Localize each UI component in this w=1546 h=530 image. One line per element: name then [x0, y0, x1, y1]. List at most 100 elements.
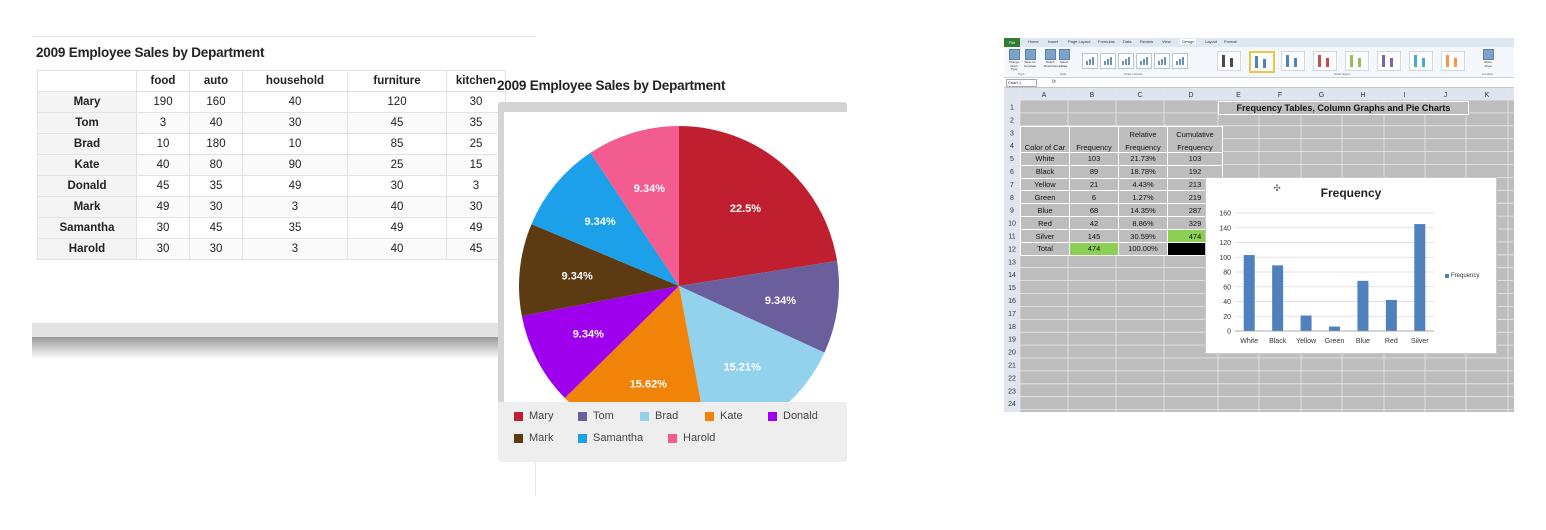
- bar[interactable]: [1385, 300, 1397, 331]
- legend-item-mark[interactable]: Mark: [514, 432, 553, 444]
- tab-formulas[interactable]: Formulas: [1098, 39, 1115, 44]
- column-letter[interactable]: K: [1485, 92, 1490, 99]
- pie-slice-kate[interactable]: [564, 286, 709, 402]
- row-header[interactable]: Mark: [37, 196, 137, 218]
- cell[interactable]: 6: [1069, 190, 1119, 205]
- row-number[interactable]: 9: [1010, 208, 1014, 215]
- cell[interactable]: 4.43%: [1118, 177, 1168, 192]
- cell[interactable]: 68: [1069, 203, 1119, 218]
- cell[interactable]: 103: [1069, 151, 1119, 166]
- sheet-title-cell[interactable]: Frequency Tables, Column Graphs and Pie …: [1218, 101, 1469, 115]
- legend-item-samantha[interactable]: Samantha: [578, 432, 643, 444]
- chart-style-option[interactable]: [1409, 51, 1433, 71]
- move-chart-button[interactable]: Move Chart: [1482, 49, 1494, 68]
- column-letter[interactable]: E: [1236, 92, 1241, 99]
- row-number[interactable]: 18: [1008, 324, 1016, 331]
- table-cell[interactable]: 25: [446, 133, 506, 155]
- row-number[interactable]: 20: [1008, 350, 1016, 357]
- cell[interactable]: Green: [1020, 190, 1070, 205]
- chart-layout-option[interactable]: [1172, 53, 1188, 69]
- chart-style-option[interactable]: [1441, 51, 1465, 71]
- cell[interactable]: 192: [1167, 164, 1223, 179]
- table-cell[interactable]: 45: [136, 175, 190, 197]
- chart-style-option[interactable]: [1345, 51, 1369, 71]
- pie-slice-mark[interactable]: [519, 224, 679, 317]
- row-number[interactable]: 2: [1010, 117, 1014, 124]
- table-cell[interactable]: 30: [136, 238, 190, 260]
- legend-item-brad[interactable]: Brad: [640, 410, 678, 422]
- cell[interactable]: White: [1020, 151, 1070, 166]
- tab-file[interactable]: File: [1004, 38, 1020, 47]
- table-cell[interactable]: 49: [446, 217, 506, 239]
- table-cell[interactable]: 3: [242, 238, 348, 260]
- table-cell[interactable]: 40: [347, 196, 447, 218]
- table-cell[interactable]: 35: [446, 112, 506, 134]
- tab-layout[interactable]: Layout: [1205, 39, 1218, 44]
- row-number[interactable]: 12: [1008, 246, 1016, 253]
- row-number[interactable]: 23: [1008, 388, 1016, 395]
- row-number[interactable]: 11: [1008, 234, 1015, 241]
- row-header[interactable]: Kate: [37, 154, 137, 176]
- table-cell[interactable]: 30: [189, 196, 243, 218]
- tab-insert[interactable]: Insert: [1048, 39, 1059, 44]
- cell[interactable]: Red: [1020, 216, 1070, 231]
- table-cell[interactable]: 10: [136, 133, 190, 155]
- cell[interactable]: 21.73%: [1118, 151, 1168, 166]
- cell[interactable]: 21: [1069, 177, 1119, 192]
- cell[interactable]: Silver: [1020, 229, 1070, 244]
- save-as-template-button[interactable]: Save As Template: [1024, 49, 1036, 68]
- table-cell[interactable]: 30: [189, 238, 243, 260]
- table-cell[interactable]: 40: [242, 91, 348, 113]
- table-cell[interactable]: 180: [189, 133, 243, 155]
- column-letter[interactable]: J: [1444, 92, 1448, 99]
- cell[interactable]: 30.59%: [1118, 229, 1168, 244]
- row-number[interactable]: 14: [1008, 272, 1016, 279]
- table-cell[interactable]: 30: [136, 217, 190, 239]
- table-cell[interactable]: 85: [347, 133, 447, 155]
- table-cell[interactable]: 30: [347, 175, 447, 197]
- table-cell[interactable]: 90: [242, 154, 348, 176]
- row-number[interactable]: 4: [1010, 143, 1014, 150]
- table-cell[interactable]: 3: [446, 175, 506, 197]
- pie-slice-donald[interactable]: [521, 286, 679, 399]
- table-cell[interactable]: 45: [446, 238, 506, 260]
- table-cell[interactable]: 3: [242, 196, 348, 218]
- legend-item-donald[interactable]: Donald: [768, 410, 818, 422]
- table-cell[interactable]: 80: [189, 154, 243, 176]
- column-letter[interactable]: C: [1137, 92, 1142, 99]
- table-cell[interactable]: 49: [347, 217, 447, 239]
- table-cell[interactable]: 10: [242, 133, 348, 155]
- row-number[interactable]: 17: [1008, 311, 1016, 318]
- row-header[interactable]: Tom: [37, 112, 137, 134]
- column-letter[interactable]: I: [1404, 92, 1406, 99]
- tab-page-layout[interactable]: Page Layout: [1068, 39, 1091, 44]
- tab-design[interactable]: Design: [1180, 39, 1197, 44]
- column-letter[interactable]: A: [1042, 92, 1047, 99]
- table-cell[interactable]: 45: [189, 217, 243, 239]
- bar[interactable]: [1414, 224, 1426, 331]
- cell[interactable]: 145: [1069, 229, 1119, 244]
- chart-style-option[interactable]: [1281, 51, 1305, 71]
- chart-style-option[interactable]: [1217, 51, 1241, 71]
- cell[interactable]: 89: [1069, 164, 1119, 179]
- legend-item-tom[interactable]: Tom: [578, 410, 614, 422]
- bar[interactable]: [1300, 315, 1312, 331]
- cell[interactable]: Total: [1020, 242, 1070, 256]
- chart-style-option[interactable]: [1377, 51, 1401, 71]
- row-number[interactable]: 10: [1008, 221, 1016, 228]
- row-number[interactable]: 5: [1010, 156, 1014, 163]
- tab-format[interactable]: Format: [1224, 39, 1237, 44]
- cell[interactable]: Color of Car: [1020, 126, 1070, 153]
- row-number[interactable]: 6: [1010, 169, 1014, 176]
- row-number[interactable]: 21: [1008, 363, 1016, 370]
- row-number[interactable]: 22: [1008, 375, 1016, 382]
- pie-slice-harold[interactable]: [590, 126, 679, 286]
- table-cell[interactable]: 40: [189, 112, 243, 134]
- table-cell[interactable]: 35: [189, 175, 243, 197]
- pie-slice-brad[interactable]: [679, 286, 825, 402]
- chart-style-option[interactable]: [1313, 51, 1337, 71]
- table-cell[interactable]: 30: [446, 91, 506, 113]
- cell[interactable]: Cumulative Frequency: [1167, 126, 1223, 153]
- chart-layout-option[interactable]: [1136, 53, 1152, 69]
- cell[interactable]: 18.78%: [1118, 164, 1168, 179]
